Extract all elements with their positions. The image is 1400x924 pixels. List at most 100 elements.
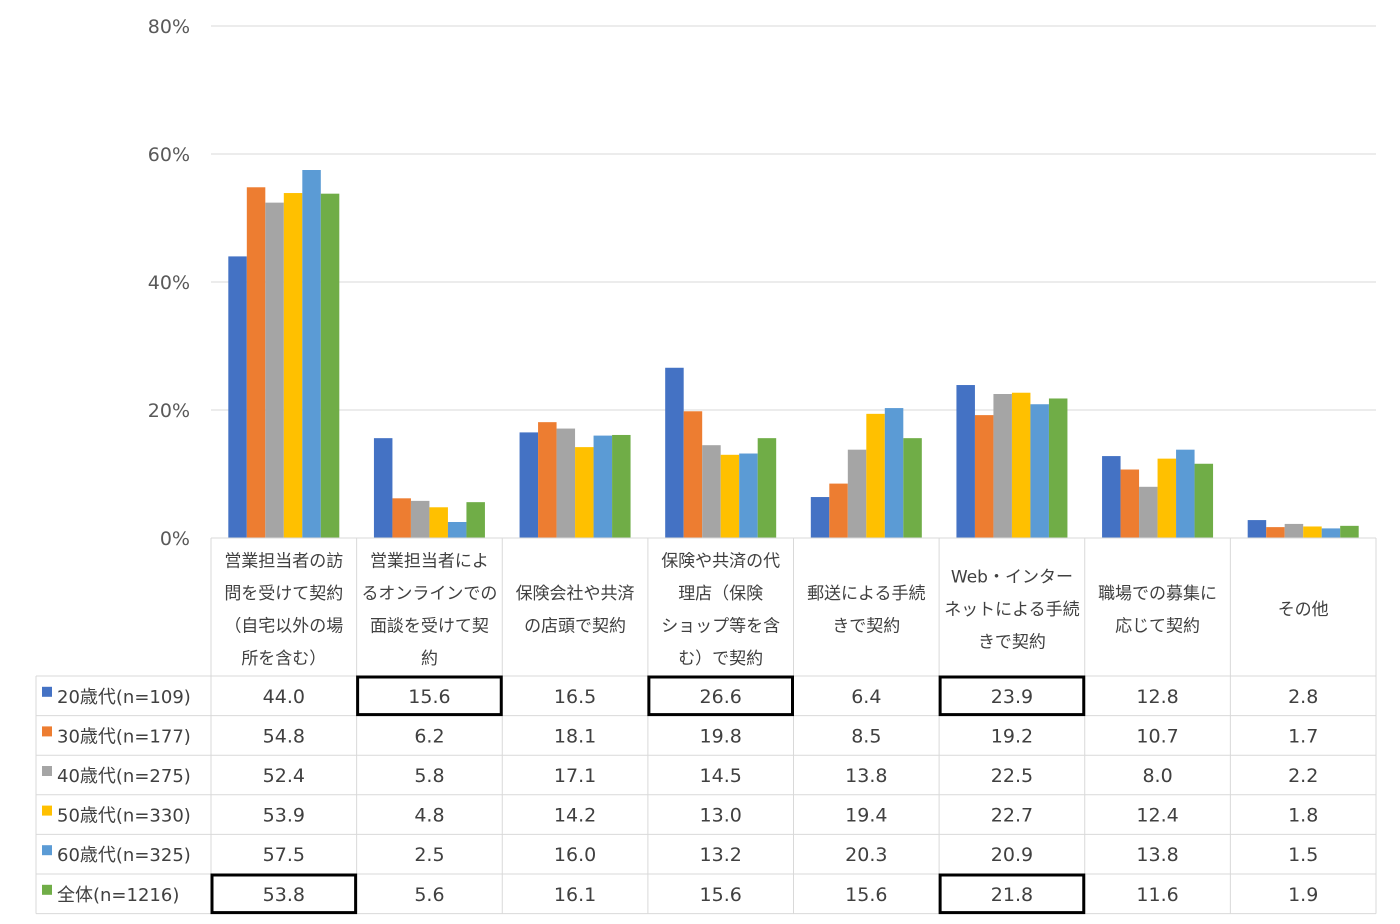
data-label: 11.6	[1136, 884, 1178, 906]
category-label: 営業担当者の訪	[224, 551, 343, 571]
category-label: ネットによる手続	[944, 600, 1080, 620]
bar	[1139, 486, 1158, 538]
category-label: 職場での募集に	[1098, 584, 1217, 604]
bar	[866, 413, 885, 538]
bar	[810, 497, 830, 538]
bar	[519, 432, 539, 538]
bar	[556, 428, 576, 538]
bar	[702, 445, 721, 538]
category-label: （自宅以外の場	[224, 616, 343, 636]
bar	[612, 434, 631, 538]
data-label: 53.8	[263, 884, 305, 906]
data-label: 8.5	[851, 725, 881, 747]
data-label: 1.8	[1288, 805, 1318, 827]
data-label: 15.6	[845, 884, 887, 906]
data-label: 57.5	[263, 844, 305, 866]
category-label: 保険会社や共済	[516, 584, 635, 604]
bar	[265, 202, 284, 538]
bar	[593, 435, 613, 538]
highlight-box	[356, 675, 503, 717]
category-label: 理店（保険	[678, 584, 763, 604]
bars	[228, 170, 1359, 539]
bar	[246, 187, 266, 538]
bar	[884, 408, 904, 538]
data-label: 12.8	[1136, 686, 1178, 708]
bar	[1340, 525, 1359, 538]
bar	[283, 193, 303, 539]
data-label: 20.3	[845, 844, 887, 866]
data-label: 14.2	[554, 805, 596, 827]
data-label: 1.7	[1288, 725, 1318, 747]
y-tick-label: 20%	[148, 400, 190, 422]
bar	[1048, 398, 1068, 538]
data-label: 13.8	[845, 765, 887, 787]
category-label: その他	[1278, 600, 1329, 620]
category-label: む）で契約	[678, 649, 763, 669]
category-label: 所を含む）	[241, 649, 326, 669]
bar	[956, 385, 975, 538]
data-label: 17.1	[554, 765, 596, 787]
category-label: Web・インター	[951, 568, 1073, 588]
data-label: 15.6	[700, 884, 742, 906]
data-label: 20.9	[991, 844, 1033, 866]
bar	[847, 449, 867, 538]
y-tick-label: 80%	[148, 16, 190, 38]
data-label: 23.9	[991, 686, 1033, 708]
bar	[1321, 528, 1341, 538]
data-label: 19.2	[991, 725, 1033, 747]
bar	[302, 170, 321, 538]
legend-swatch	[42, 845, 52, 856]
y-tick-label: 60%	[148, 144, 190, 166]
legend-label: 20歳代(n=109)	[57, 687, 191, 708]
data-label: 16.0	[554, 844, 596, 866]
data-label: 1.9	[1288, 884, 1318, 906]
data-label: 4.8	[414, 805, 444, 827]
data-label: 18.1	[554, 725, 596, 747]
bar	[392, 498, 411, 538]
bar	[993, 394, 1012, 538]
highlight-box	[938, 873, 1086, 915]
data-label: 12.4	[1136, 805, 1178, 827]
legend-label: 全体(n=1216)	[57, 885, 179, 906]
data-label: 26.6	[700, 686, 742, 708]
bar	[575, 447, 594, 538]
highlight-box	[938, 675, 1086, 717]
data-label: 6.2	[414, 725, 444, 747]
y-axis-ticks: 0% 20% 40% 60% 80%	[148, 16, 190, 550]
bar	[974, 415, 994, 538]
highlight-box	[647, 675, 794, 717]
data-label: 21.8	[991, 884, 1033, 906]
data-label: 1.5	[1288, 844, 1318, 866]
bar	[228, 256, 247, 538]
data-label: 13.8	[1136, 844, 1178, 866]
bar	[1194, 463, 1214, 538]
category-label: きで契約	[978, 633, 1046, 653]
legend-label: 50歳代(n=330)	[57, 806, 191, 827]
legend-label: 60歳代(n=325)	[57, 845, 191, 866]
data-label: 44.0	[263, 686, 305, 708]
data-label: 2.5	[414, 844, 444, 866]
data-label: 13.0	[700, 805, 742, 827]
category-label: の店頭で契約	[524, 616, 626, 636]
data-label: 5.8	[414, 765, 444, 787]
data-label: 2.2	[1288, 765, 1318, 787]
data-label: 16.1	[554, 884, 596, 906]
category-label: 応じて契約	[1115, 616, 1200, 636]
legend-swatch	[42, 686, 52, 697]
legend-swatch	[42, 766, 52, 776]
legend-swatch	[42, 884, 52, 895]
category-label: るオンラインでの	[361, 584, 497, 604]
bar	[447, 522, 467, 538]
bar	[1030, 404, 1049, 538]
category-label: ショップ等を含	[661, 616, 780, 636]
data-label: 53.9	[263, 805, 305, 827]
category-label: 面談を受けて契	[370, 616, 489, 636]
y-tick-label: 0%	[160, 528, 190, 550]
data-label: 15.6	[408, 686, 450, 708]
bar	[1102, 456, 1121, 538]
data-label: 13.2	[700, 844, 742, 866]
data-label: 22.5	[991, 765, 1033, 787]
legend-swatch	[42, 805, 52, 816]
data-label: 14.5	[700, 765, 742, 787]
